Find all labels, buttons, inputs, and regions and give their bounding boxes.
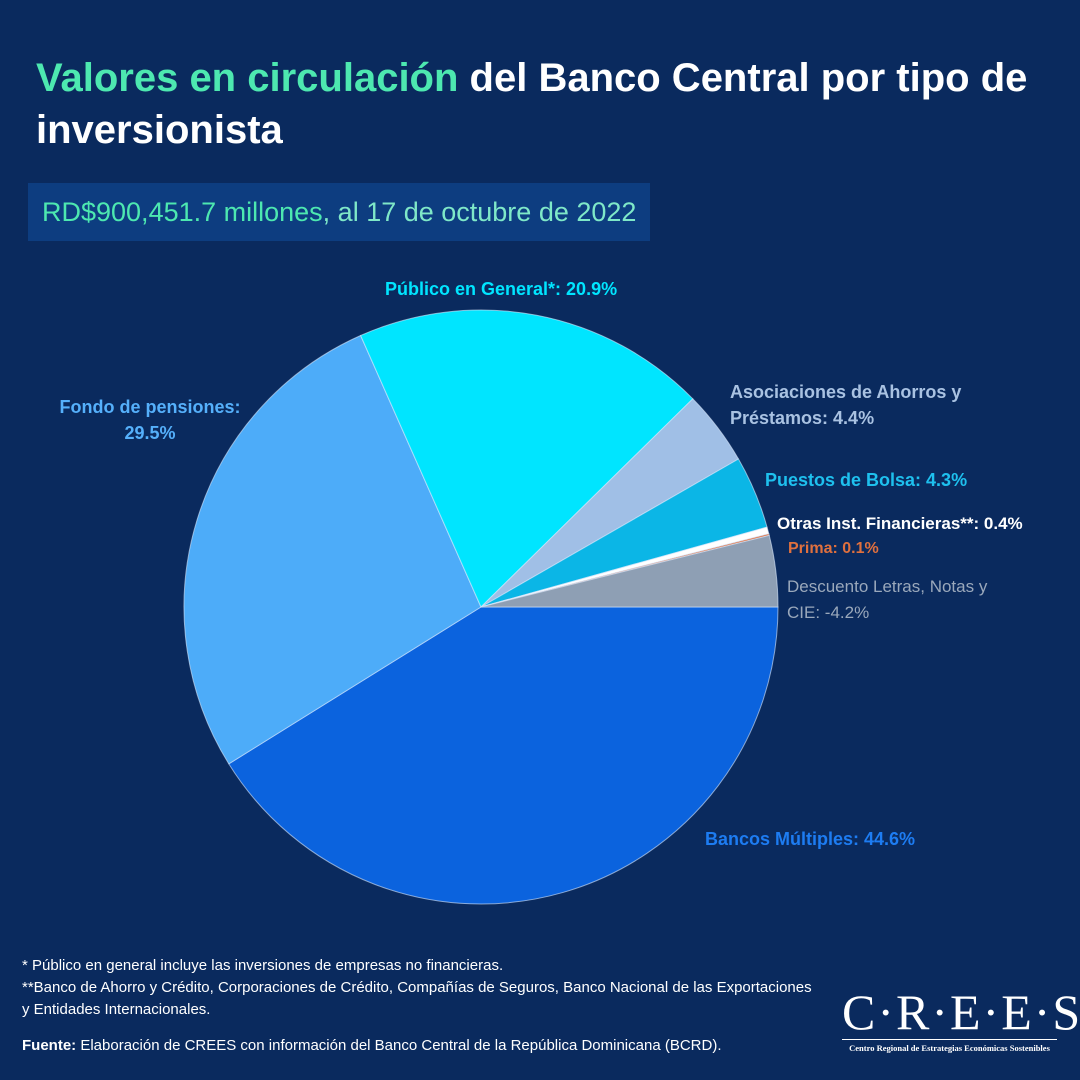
source-text: Elaboración de CREES con información del… <box>76 1037 722 1054</box>
subtitle-highlight: RD$900,451.7 millones <box>42 197 323 227</box>
pie-slice <box>480 534 779 608</box>
pie-slice <box>359 309 694 608</box>
slice-label: Bancos Múltiples: 44.6% <box>704 829 916 849</box>
slice-label: Asociaciones de Ahorros y Préstamos: 4.4… <box>730 382 962 428</box>
pie-slice <box>183 334 482 765</box>
source: Fuente: Elaboración de CREES con informa… <box>22 1037 722 1054</box>
slice-label: Prima: 0.1% <box>788 540 879 557</box>
source-label: Fuente: <box>22 1037 77 1054</box>
slice-label: Público en General*: 20.9% <box>385 279 618 299</box>
note: **Banco de Ahorro y Crédito, Corporacion… <box>22 979 812 1018</box>
logo-mark: C·R·E·E·S <box>842 984 1080 1040</box>
subtitle-rest: , al 17 de octubre de 2022 <box>322 197 637 227</box>
pie-slice <box>228 606 779 905</box>
slice-label: Fondo de pensiones: 29.5% <box>59 397 241 443</box>
slice-label: Otras Inst. Financieras**: 0.4% <box>777 514 1023 533</box>
logo-name: Centro Regional de Estrategias Económica… <box>842 1039 1057 1053</box>
title-highlight: Valores en circulación <box>36 56 459 100</box>
logo: C·R·E·E·S Centro Regional de Estrategias… <box>842 984 1080 1053</box>
title: Valores en circulación del Banco Central… <box>36 52 1046 156</box>
title-rest: del Banco Central por tipo de inversioni… <box>36 56 1028 152</box>
slice-label: Puestos de Bolsa: 4.3% <box>765 470 968 490</box>
subtitle: RD$900,451.7 millones, al 17 de octubre … <box>28 183 651 241</box>
notes: * Público en general incluye las inversi… <box>22 955 812 1021</box>
slice-label: Descuento Letras, Notas y CIE: -4.2% <box>787 577 988 622</box>
note: * Público en general incluye las inversi… <box>22 957 504 974</box>
